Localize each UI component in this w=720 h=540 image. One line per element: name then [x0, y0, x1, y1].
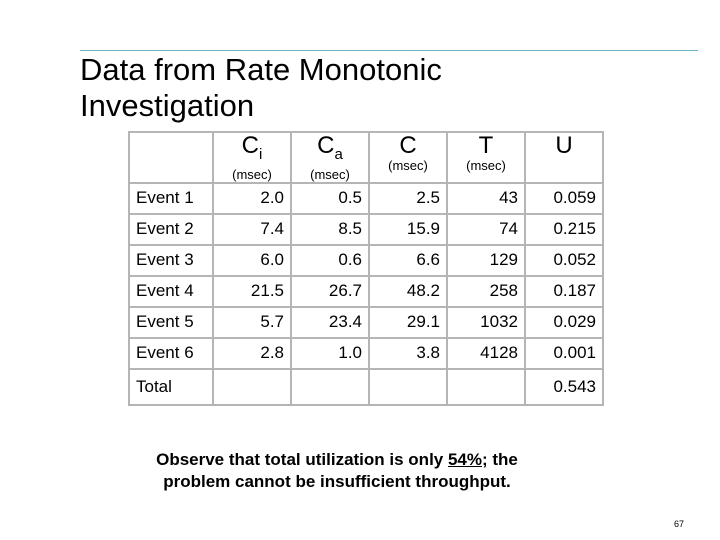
header-cell: T (msec) — [446, 131, 526, 184]
slide-title: Data from Rate Monotonic Investigation — [80, 52, 442, 124]
header-row: Ci (msec) Ca (msec) C (msec) T (msec) U — [128, 131, 604, 184]
table-cell: 5.7 — [212, 305, 292, 339]
header-unit: (msec) — [232, 166, 272, 182]
table-cell — [290, 367, 370, 406]
table-cell: 0.6 — [290, 243, 370, 277]
table-cell — [368, 367, 448, 406]
caption: Observe that total utilization is only 5… — [100, 449, 574, 493]
table-cell: 1032 — [446, 305, 526, 339]
table-cell: 8.5 — [290, 212, 370, 246]
caption-emphasis: 54% — [447, 450, 482, 469]
table-cell: Event 2 — [128, 212, 214, 246]
header-unit: (msec) — [388, 158, 428, 173]
table-cell: Event 1 — [128, 181, 214, 215]
title-line: Data from Rate Monotonic — [80, 52, 442, 87]
table-cell: 6.6 — [368, 243, 448, 277]
header-subscript: a — [334, 145, 343, 163]
header-cell — [128, 131, 214, 184]
table-cell: 48.2 — [368, 274, 448, 308]
table-cell: 43 — [446, 181, 526, 215]
table-cell: 6.0 — [212, 243, 292, 277]
table-cell: 258 — [446, 274, 526, 308]
table-cell: 2.8 — [212, 336, 292, 370]
header-main: T — [478, 132, 494, 159]
table-cell: 7.4 — [212, 212, 292, 246]
table-cell: Event 3 — [128, 243, 214, 277]
caption-text: problem cannot be insufficient throughpu… — [163, 472, 511, 491]
header-subscript: i — [259, 145, 263, 163]
table-cell: 0.543 — [524, 367, 604, 406]
header-main: U — [555, 132, 573, 159]
table-cell: 26.7 — [290, 274, 370, 308]
caption-text: ; the — [482, 450, 518, 469]
table-cell — [446, 367, 526, 406]
table-row: Event 4 21.5 26.7 48.2 258 0.187 — [128, 274, 604, 308]
table-cell — [212, 367, 292, 406]
table-cell: 2.0 — [212, 181, 292, 215]
header-main: C — [399, 132, 417, 159]
table-cell: 0.059 — [524, 181, 604, 215]
table-cell: 1.0 — [290, 336, 370, 370]
table-cell: 2.5 — [368, 181, 448, 215]
table-row: Event 2 7.4 8.5 15.9 74 0.215 — [128, 212, 604, 246]
table-cell: Event 6 — [128, 336, 214, 370]
table-row: Event 6 2.8 1.0 3.8 4128 0.001 — [128, 336, 604, 370]
table-cell: 0.187 — [524, 274, 604, 308]
caption-text: Observe that total utilization is only — [156, 450, 448, 469]
header-main: C — [317, 132, 335, 159]
table-cell: 74 — [446, 212, 526, 246]
table-cell: 29.1 — [368, 305, 448, 339]
table-cell: 0.5 — [290, 181, 370, 215]
table-row: Event 1 2.0 0.5 2.5 43 0.059 — [128, 181, 604, 215]
title-rule — [80, 50, 698, 51]
table-cell: 0.215 — [524, 212, 604, 246]
page-number: 67 — [674, 519, 685, 529]
table-cell: 0.001 — [524, 336, 604, 370]
table-cell: Event 5 — [128, 305, 214, 339]
header-symbol: C — [376, 134, 440, 158]
table-cell: 4128 — [446, 336, 526, 370]
header-cell: Ci (msec) — [212, 131, 292, 184]
table-cell: 0.029 — [524, 305, 604, 339]
header-symbol: Ci — [220, 134, 284, 167]
header-symbol: Ca — [298, 134, 362, 167]
data-table: Ci (msec) Ca (msec) C (msec) T (msec) U Event 1 2.… — [128, 131, 604, 406]
table-row: Event 3 6.0 0.6 6.6 129 0.052 — [128, 243, 604, 277]
header-unit: (msec) — [310, 166, 350, 182]
header-unit: (msec) — [466, 158, 506, 173]
header-cell: U — [524, 131, 604, 184]
table-cell: 129 — [446, 243, 526, 277]
header-symbol: U — [532, 134, 596, 158]
header-cell: Ca (msec) — [290, 131, 370, 184]
table-cell: 3.8 — [368, 336, 448, 370]
table-cell: Total — [128, 367, 214, 406]
header-main: C — [241, 132, 259, 159]
total-row: Total 0.543 — [128, 367, 604, 406]
table-cell: 15.9 — [368, 212, 448, 246]
table-cell: 23.4 — [290, 305, 370, 339]
table-row: Event 5 5.7 23.4 29.1 1032 0.029 — [128, 305, 604, 339]
table-cell: Event 4 — [128, 274, 214, 308]
title-line: Investigation — [80, 88, 255, 123]
table-cell: 21.5 — [212, 274, 292, 308]
header-cell: C (msec) — [368, 131, 448, 184]
table-cell: 0.052 — [524, 243, 604, 277]
header-symbol: T — [454, 134, 518, 158]
